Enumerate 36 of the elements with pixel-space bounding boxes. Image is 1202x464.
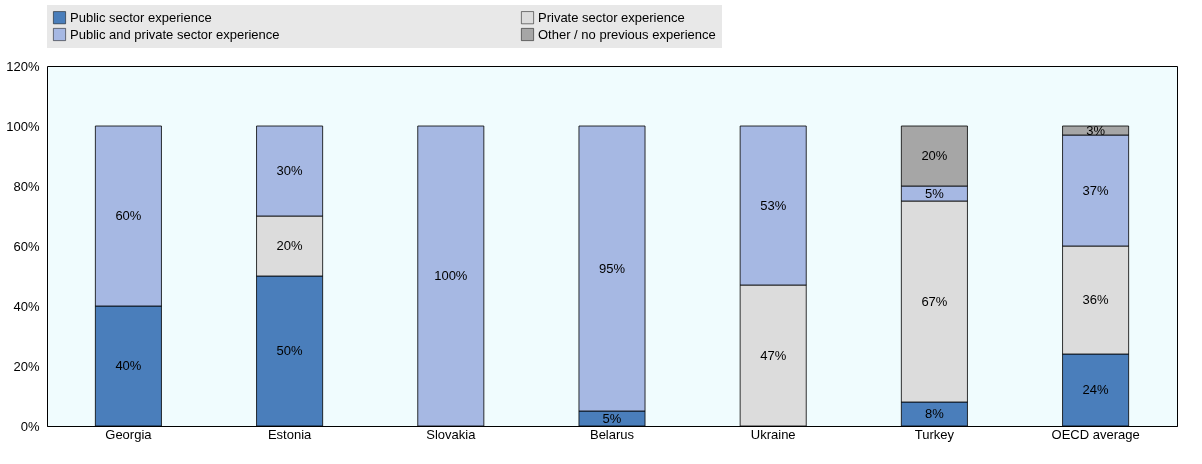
data-label: 24% bbox=[1082, 382, 1110, 397]
data-label: 36% bbox=[1082, 292, 1110, 307]
x-tick-label: Turkey bbox=[914, 426, 955, 442]
x-tick-label: OECD average bbox=[1051, 426, 1140, 442]
y-tick-label: 0% bbox=[20, 418, 40, 434]
data-label: 47% bbox=[760, 347, 787, 363]
data-label: 100% bbox=[434, 268, 468, 283]
data-label: 20% bbox=[921, 148, 948, 163]
data-label: 5% bbox=[602, 410, 622, 426]
y-tick-label: 60% bbox=[13, 238, 40, 254]
y-tick-label: 20% bbox=[13, 358, 40, 374]
data-label: 3% bbox=[1086, 122, 1106, 138]
data-label: 50% bbox=[276, 343, 304, 358]
data-label: 40% bbox=[115, 358, 142, 373]
legend-label: Public and private sector experience bbox=[70, 26, 280, 42]
data-label: 8% bbox=[925, 406, 945, 421]
data-label: 20% bbox=[276, 238, 304, 253]
x-tick-label: Ukraine bbox=[750, 426, 796, 442]
data-label: 67% bbox=[921, 293, 948, 309]
data-label: 53% bbox=[760, 197, 787, 213]
y-tick-label: 120% bbox=[6, 58, 40, 74]
x-tick-label: Slovakia bbox=[426, 426, 477, 442]
x-tick-label: Belarus bbox=[589, 426, 635, 442]
data-label: 30% bbox=[276, 163, 304, 178]
y-tick-label: 40% bbox=[13, 298, 40, 314]
data-label: 37% bbox=[1082, 182, 1110, 198]
legend-label: Other / no previous experience bbox=[538, 26, 716, 42]
data-label: 95% bbox=[598, 260, 626, 276]
x-tick-label: Georgia bbox=[105, 426, 153, 442]
legend-label: Public sector experience bbox=[70, 9, 212, 25]
data-label: 5% bbox=[925, 185, 945, 201]
legend-label: Private sector experience bbox=[538, 9, 685, 25]
y-tick-label: 100% bbox=[6, 118, 40, 134]
data-label: 60% bbox=[115, 208, 142, 223]
x-tick-label: Estonia bbox=[267, 426, 313, 442]
y-tick-label: 80% bbox=[13, 178, 40, 194]
